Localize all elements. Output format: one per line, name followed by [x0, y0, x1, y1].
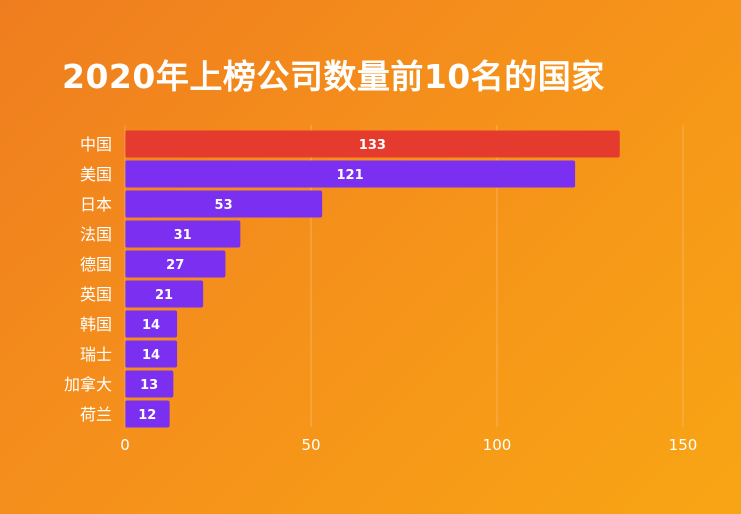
- bar: [125, 400, 170, 428]
- bar: [125, 130, 620, 158]
- category-label: 中国: [80, 135, 112, 154]
- x-tick-label: 0: [120, 436, 130, 454]
- x-tick-label: 150: [669, 436, 698, 454]
- bar: [125, 310, 178, 338]
- category-label: 法国: [80, 225, 112, 244]
- value-label: 53: [215, 198, 233, 213]
- category-label: 日本: [80, 195, 112, 214]
- bar: [125, 250, 226, 278]
- value-label: 14: [142, 318, 160, 333]
- category-label: 荷兰: [80, 405, 112, 424]
- value-label: 14: [142, 348, 160, 363]
- value-label: 121: [336, 168, 363, 183]
- bar: [125, 340, 178, 368]
- bar: [125, 280, 204, 308]
- chart-title: 2020年上榜公司数量前10名的国家: [62, 57, 605, 96]
- category-label: 加拿大: [64, 375, 112, 394]
- category-label: 英国: [80, 285, 112, 304]
- bar: [125, 370, 174, 398]
- category-label: 韩国: [80, 315, 112, 334]
- value-label: 13: [140, 378, 158, 393]
- bar: [125, 220, 241, 248]
- bar: [125, 160, 576, 188]
- value-label: 27: [166, 258, 184, 273]
- value-label: 12: [138, 408, 156, 423]
- bar: [125, 190, 323, 218]
- x-tick-label: 100: [483, 436, 512, 454]
- value-label: 21: [155, 288, 173, 303]
- category-label: 德国: [80, 255, 112, 274]
- x-tick-label: 50: [301, 436, 320, 454]
- category-label: 美国: [80, 165, 112, 184]
- value-label: 133: [359, 138, 386, 153]
- value-label: 31: [174, 228, 192, 243]
- category-label: 瑞士: [80, 345, 112, 364]
